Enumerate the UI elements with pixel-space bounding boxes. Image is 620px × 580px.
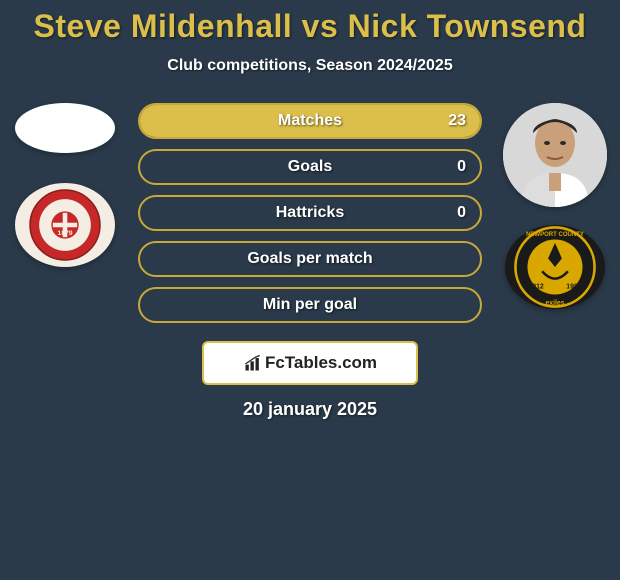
player-avatar-icon (503, 103, 607, 207)
svg-text:NEWPORT COUNTY: NEWPORT COUNTY (526, 232, 584, 238)
stat-value-right: 0 (457, 204, 466, 222)
club-badge-left: 1879 (15, 183, 115, 267)
bar-chart-icon (243, 353, 263, 373)
date-text: 20 january 2025 (138, 399, 482, 420)
brand-badge[interactable]: FcTables.com (202, 341, 418, 385)
main-row: 1879 Matches 23 Goals 0 Hattricks 0 Goal… (0, 103, 620, 420)
stat-value-right: 23 (448, 112, 466, 130)
stat-label: Goals (288, 158, 332, 176)
stat-pill-matches: Matches 23 (138, 103, 482, 139)
left-column: 1879 (0, 103, 130, 267)
player-photo-left (15, 103, 115, 153)
comparison-title: Steve Mildenhall vs Nick Townsend (0, 8, 620, 45)
stat-pill-goals: Goals 0 (138, 149, 482, 185)
svg-text:exiles: exiles (545, 300, 564, 307)
stat-label: Min per goal (263, 296, 357, 314)
club-badge-right: NEWPORT COUNTY 1912 1989 exiles (505, 225, 605, 309)
stat-label: Goals per match (247, 250, 372, 268)
stat-label: Matches (278, 112, 342, 130)
stats-column: Matches 23 Goals 0 Hattricks 0 Goals per… (130, 103, 490, 420)
svg-text:1989: 1989 (566, 284, 581, 291)
stat-pill-min-per-goal: Min per goal (138, 287, 482, 323)
brand-text: FcTables.com (265, 353, 377, 373)
stat-pill-hattricks: Hattricks 0 (138, 195, 482, 231)
swindon-badge-icon: 1879 (27, 187, 103, 263)
stat-label: Hattricks (276, 204, 344, 222)
comparison-subtitle: Club competitions, Season 2024/2025 (0, 57, 620, 75)
stat-pill-goals-per-match: Goals per match (138, 241, 482, 277)
player-photo-right (503, 103, 607, 207)
stat-value-right: 0 (457, 158, 466, 176)
newport-badge-icon: NEWPORT COUNTY 1912 1989 exiles (512, 224, 598, 310)
right-column: NEWPORT COUNTY 1912 1989 exiles (490, 103, 620, 309)
svg-text:1879: 1879 (57, 230, 72, 237)
comparison-card: Steve Mildenhall vs Nick Townsend Club c… (0, 0, 620, 420)
svg-text:1912: 1912 (528, 284, 543, 291)
